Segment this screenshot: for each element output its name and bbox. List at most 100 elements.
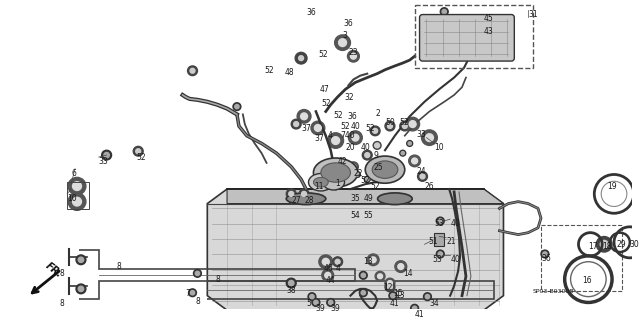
Text: 30: 30: [630, 241, 639, 249]
Circle shape: [359, 289, 367, 297]
Text: 42: 42: [338, 157, 348, 166]
Circle shape: [356, 173, 359, 176]
Circle shape: [378, 274, 383, 279]
Text: 38: 38: [286, 286, 296, 295]
Text: 39: 39: [316, 304, 326, 313]
Circle shape: [541, 250, 549, 258]
Text: 52: 52: [340, 122, 350, 131]
Ellipse shape: [321, 163, 351, 182]
Circle shape: [370, 257, 376, 263]
Circle shape: [417, 172, 428, 181]
Circle shape: [136, 149, 141, 154]
Circle shape: [324, 272, 331, 278]
Circle shape: [289, 191, 294, 196]
Circle shape: [335, 259, 340, 264]
Circle shape: [412, 306, 417, 310]
Circle shape: [72, 197, 81, 206]
Circle shape: [400, 121, 410, 131]
Text: 36: 36: [541, 254, 551, 263]
Circle shape: [339, 39, 346, 47]
Text: 36: 36: [306, 8, 316, 17]
Circle shape: [348, 162, 358, 172]
Text: 44: 44: [326, 276, 335, 285]
Circle shape: [235, 105, 239, 109]
Ellipse shape: [286, 193, 326, 204]
Text: 28: 28: [304, 196, 314, 205]
Circle shape: [327, 299, 335, 306]
Polygon shape: [227, 189, 504, 204]
Text: 740: 740: [340, 131, 355, 140]
Text: 48: 48: [284, 68, 294, 77]
Text: 4: 4: [335, 264, 340, 273]
Circle shape: [299, 56, 303, 61]
Circle shape: [333, 257, 342, 267]
Circle shape: [370, 126, 380, 136]
Text: 54: 54: [351, 211, 360, 220]
Text: 29: 29: [616, 241, 626, 249]
Circle shape: [407, 141, 413, 146]
Circle shape: [600, 241, 608, 248]
Text: 39: 39: [331, 304, 340, 313]
Text: 41: 41: [390, 299, 399, 308]
Text: 27: 27: [291, 196, 301, 205]
Circle shape: [440, 8, 448, 16]
Circle shape: [295, 52, 307, 64]
Circle shape: [543, 252, 547, 256]
Text: 8: 8: [60, 299, 64, 308]
Circle shape: [297, 109, 311, 123]
Circle shape: [409, 155, 420, 167]
Circle shape: [400, 150, 406, 156]
FancyBboxPatch shape: [420, 15, 515, 61]
Text: 41: 41: [415, 310, 424, 319]
Circle shape: [294, 122, 299, 127]
Circle shape: [355, 172, 360, 177]
Text: 24: 24: [417, 167, 426, 176]
Text: 25: 25: [373, 163, 383, 172]
Text: 34: 34: [429, 299, 439, 308]
Text: 8: 8: [195, 297, 200, 306]
Circle shape: [362, 150, 372, 160]
Circle shape: [422, 130, 437, 145]
Circle shape: [76, 284, 86, 294]
Text: 17: 17: [588, 242, 598, 251]
Bar: [541, 225, 622, 291]
Text: 14: 14: [403, 270, 412, 278]
Text: 12: 12: [383, 283, 392, 292]
Circle shape: [406, 117, 420, 131]
Circle shape: [233, 103, 241, 110]
Circle shape: [367, 254, 379, 266]
Circle shape: [195, 271, 200, 276]
Text: 52: 52: [322, 99, 332, 108]
Circle shape: [438, 252, 442, 256]
Circle shape: [335, 35, 351, 50]
Circle shape: [190, 291, 195, 295]
Circle shape: [332, 137, 340, 145]
Circle shape: [78, 286, 84, 292]
Text: 52: 52: [365, 124, 375, 133]
Ellipse shape: [308, 174, 333, 191]
Text: 55: 55: [364, 211, 373, 220]
Circle shape: [301, 191, 307, 196]
Circle shape: [314, 124, 321, 131]
Text: 13: 13: [364, 257, 373, 266]
Text: 47: 47: [320, 85, 330, 94]
Circle shape: [102, 150, 111, 160]
Circle shape: [436, 250, 444, 258]
Text: 22: 22: [353, 169, 363, 178]
Text: 32: 32: [344, 93, 354, 102]
Circle shape: [365, 153, 370, 158]
Circle shape: [361, 291, 365, 295]
Text: 10: 10: [435, 144, 444, 152]
Text: 52: 52: [318, 50, 328, 59]
Circle shape: [411, 304, 419, 312]
Circle shape: [375, 271, 385, 281]
Circle shape: [436, 217, 444, 225]
Circle shape: [361, 273, 365, 278]
Text: 45: 45: [484, 14, 493, 23]
Text: 20: 20: [346, 144, 355, 152]
Text: 11: 11: [314, 182, 323, 191]
Circle shape: [72, 182, 81, 190]
Circle shape: [389, 292, 397, 300]
Text: 19: 19: [607, 182, 617, 191]
Circle shape: [312, 299, 320, 306]
